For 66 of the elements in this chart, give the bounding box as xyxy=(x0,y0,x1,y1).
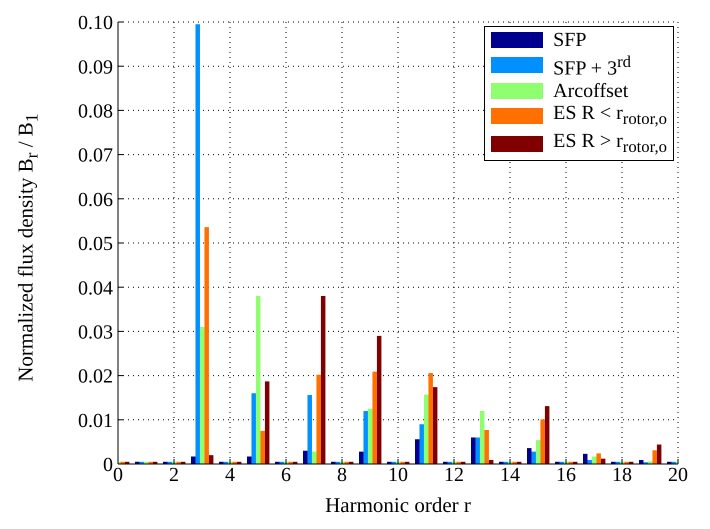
x-tick-label: 12 xyxy=(444,464,464,486)
bar xyxy=(200,326,204,464)
bar xyxy=(531,452,536,464)
bar xyxy=(428,372,433,464)
bar xyxy=(256,296,260,464)
x-tick-label: 14 xyxy=(500,464,520,486)
x-tick-label: 6 xyxy=(281,464,291,486)
y-tick-label: 0.09 xyxy=(78,56,113,78)
bar xyxy=(600,458,606,464)
legend-label: ES R < r$_{rotor,o}$ xyxy=(553,102,667,130)
bar xyxy=(527,448,532,464)
y-tick-label: 0.02 xyxy=(78,366,113,388)
bar xyxy=(544,406,550,464)
bar xyxy=(480,410,484,464)
legend-label: Arcoffset xyxy=(553,80,628,102)
x-tick-label: 2 xyxy=(169,464,179,486)
x-tick-label: 16 xyxy=(556,464,576,486)
bar xyxy=(424,394,428,464)
y-tick-label: 0.08 xyxy=(78,100,113,122)
bar xyxy=(536,440,540,464)
bar xyxy=(596,453,601,464)
bar xyxy=(195,24,200,464)
bar xyxy=(191,456,196,464)
bar xyxy=(251,393,256,464)
bar xyxy=(264,381,270,464)
y-tick-label: 0.03 xyxy=(78,322,113,344)
bar xyxy=(484,430,489,464)
legend-label: SFP xyxy=(553,29,587,51)
bar xyxy=(359,452,364,464)
bar xyxy=(376,336,382,464)
bar xyxy=(656,444,662,464)
bar xyxy=(372,372,377,464)
bar xyxy=(316,374,321,464)
bar xyxy=(592,456,596,464)
bar xyxy=(204,227,209,464)
y-tick-label: 0.07 xyxy=(78,144,113,167)
y-tick-label: 0.01 xyxy=(78,410,113,432)
bar xyxy=(363,410,368,464)
bar xyxy=(208,455,214,464)
bar xyxy=(583,454,588,464)
x-tick-label: 10 xyxy=(388,464,408,486)
bar xyxy=(312,452,316,464)
x-tick-label: 8 xyxy=(337,464,347,486)
bar xyxy=(471,437,476,464)
x-tick-label: 20 xyxy=(668,464,688,486)
bar xyxy=(303,450,308,464)
bar xyxy=(475,437,480,464)
bar xyxy=(260,430,265,464)
bar xyxy=(540,419,545,464)
legend-label: ES R > r$_{rotor,o}$ xyxy=(553,130,667,158)
legend-label: SFP + 3$^{rd}$ xyxy=(553,51,631,80)
y-tick-label: 0.04 xyxy=(78,277,113,300)
bar xyxy=(432,387,438,464)
bar xyxy=(419,424,424,464)
bar xyxy=(320,296,326,464)
bar xyxy=(247,456,252,464)
bar xyxy=(368,408,372,464)
x-axis-title: Harmonic order r xyxy=(324,493,472,518)
x-tick-label: 18 xyxy=(612,464,632,486)
bar xyxy=(307,395,312,464)
y-tick-label: 0.10 xyxy=(78,12,113,34)
bar xyxy=(652,450,657,464)
bar xyxy=(415,439,420,464)
y-tick-label: 0.06 xyxy=(78,188,113,211)
y-tick-label: 0.05 xyxy=(78,233,113,256)
x-tick-label: 4 xyxy=(225,464,235,486)
